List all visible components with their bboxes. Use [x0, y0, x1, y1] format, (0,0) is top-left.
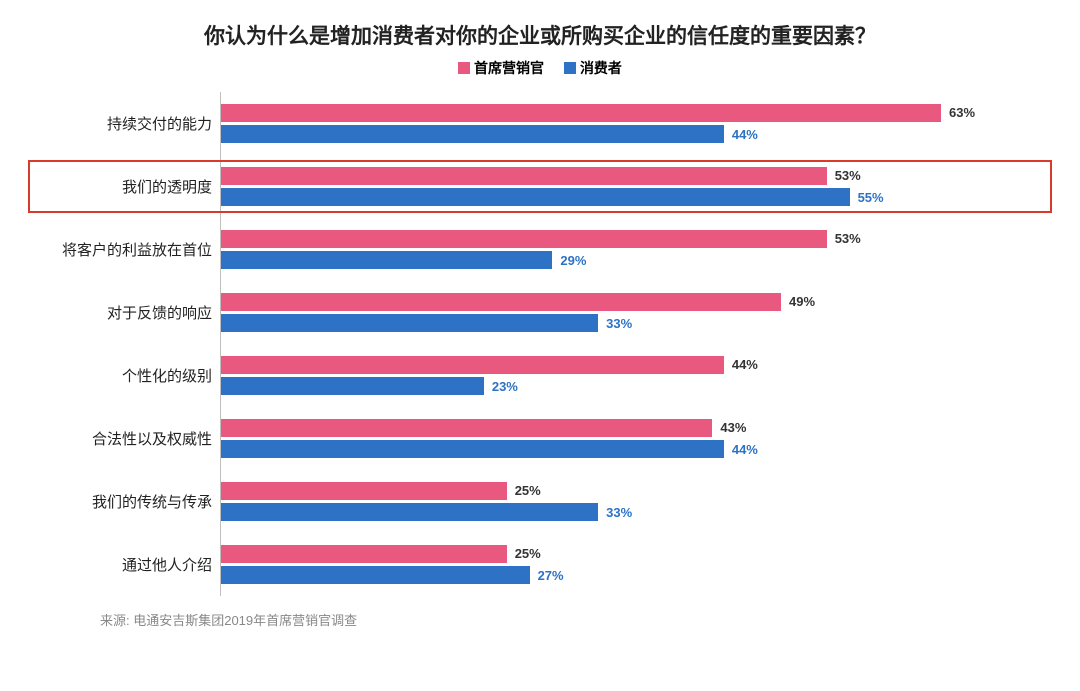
category-bars: 25%27% — [220, 533, 1020, 596]
bar-row-cmo: 43% — [221, 418, 1020, 438]
bar-row-cmo: 49% — [221, 292, 1020, 312]
bar-value-label-consumer: 27% — [538, 568, 564, 583]
category-group: 个性化的级别 44% 23% — [60, 344, 1020, 407]
category-label: 将客户的利益放在首位 — [60, 239, 220, 260]
category-group: 我们的透明度53%55% — [60, 155, 1020, 218]
category-label: 个性化的级别 — [60, 365, 220, 386]
bar-consumer — [221, 188, 850, 206]
legend-item-consumer: 消费者 — [564, 58, 622, 78]
category-label: 合法性以及权威性 — [60, 428, 220, 449]
bar-value-label-consumer: 23% — [492, 379, 518, 394]
bar-cmo — [221, 167, 827, 185]
bar-value-label-cmo: 63% — [949, 105, 975, 120]
bar-row-consumer: 55% — [221, 187, 1020, 207]
bar-row-consumer: 44% — [221, 439, 1020, 459]
legend-label-cmo: 首席营销官 — [474, 58, 544, 78]
bar-row-consumer: 44% — [221, 124, 1020, 144]
legend-item-cmo: 首席营销官 — [458, 58, 544, 78]
bar-consumer — [221, 377, 484, 395]
category-bars: 53% 29% — [220, 218, 1020, 281]
category-label: 通过他人介绍 — [60, 554, 220, 575]
bar-value-label-consumer: 29% — [560, 253, 586, 268]
category-label: 对于反馈的响应 — [60, 302, 220, 323]
category-bars: 43%44% — [220, 407, 1020, 470]
category-label: 我们的传统与传承 — [60, 491, 220, 512]
bar-consumer — [221, 314, 598, 332]
bar-value-label-cmo: 53% — [835, 168, 861, 183]
bar-row-cmo: 25% — [221, 481, 1020, 501]
category-group: 将客户的利益放在首位 53% 29% — [60, 218, 1020, 281]
bar-row-consumer: 33% — [221, 502, 1020, 522]
chart-legend: 首席营销官 消费者 — [40, 58, 1040, 78]
category-bars: 25% 33% — [220, 470, 1020, 533]
category-bars: 63% 44% — [220, 92, 1020, 155]
chart-plot-area: 持续交付的能力63%44%我们的透明度53%55%将客户的利益放在首位53%29… — [60, 92, 1020, 596]
bar-cmo — [221, 230, 827, 248]
bar-consumer — [221, 440, 724, 458]
category-group: 通过他人介绍25%27% — [60, 533, 1020, 596]
bar-consumer — [221, 566, 530, 584]
category-bars: 44% 23% — [220, 344, 1020, 407]
category-group: 持续交付的能力 63% 44% — [60, 92, 1020, 155]
bar-value-label-cmo: 44% — [732, 357, 758, 372]
bar-cmo — [221, 104, 941, 122]
chart-container: 你认为什么是增加消费者对你的企业或所购买企业的信任度的重要因素？ 首席营销官 消… — [0, 0, 1080, 691]
bar-row-consumer: 29% — [221, 250, 1020, 270]
bar-value-label-consumer: 44% — [732, 442, 758, 457]
chart-source: 来源: 电通安吉斯集团2019年首席营销官调查 — [100, 610, 1040, 629]
bar-row-cmo: 53% — [221, 229, 1020, 249]
legend-swatch-consumer — [564, 62, 576, 74]
bar-value-label-cmo: 43% — [720, 420, 746, 435]
category-label: 我们的透明度 — [60, 176, 220, 197]
chart-title: 你认为什么是增加消费者对你的企业或所购买企业的信任度的重要因素？ — [40, 20, 1040, 50]
category-label: 持续交付的能力 — [60, 113, 220, 134]
bar-value-label-consumer: 55% — [858, 190, 884, 205]
bar-consumer — [221, 125, 724, 143]
bar-row-cmo: 63% — [221, 103, 1020, 123]
bar-row-consumer: 27% — [221, 565, 1020, 585]
category-group: 我们的传统与传承 25% 33% — [60, 470, 1020, 533]
bar-row-cmo: 25% — [221, 544, 1020, 564]
bar-value-label-cmo: 53% — [835, 231, 861, 246]
bar-value-label-cmo: 49% — [789, 294, 815, 309]
bar-cmo — [221, 482, 507, 500]
category-bars: 49% 33% — [220, 281, 1020, 344]
bar-cmo — [221, 419, 712, 437]
bar-consumer — [221, 503, 598, 521]
legend-swatch-cmo — [458, 62, 470, 74]
category-group: 对于反馈的响应 49% 33% — [60, 281, 1020, 344]
bar-cmo — [221, 545, 507, 563]
bar-cmo — [221, 293, 781, 311]
legend-label-consumer: 消费者 — [580, 58, 622, 78]
bar-consumer — [221, 251, 552, 269]
bar-row-cmo: 44% — [221, 355, 1020, 375]
bar-row-consumer: 23% — [221, 376, 1020, 396]
bar-value-label-consumer: 33% — [606, 505, 632, 520]
bar-cmo — [221, 356, 724, 374]
category-bars: 53%55% — [220, 155, 1020, 218]
bar-row-consumer: 33% — [221, 313, 1020, 333]
category-group: 合法性以及权威性43%44% — [60, 407, 1020, 470]
bar-row-cmo: 53% — [221, 166, 1020, 186]
bar-value-label-consumer: 44% — [732, 127, 758, 142]
bar-value-label-cmo: 25% — [515, 483, 541, 498]
bar-value-label-cmo: 25% — [515, 546, 541, 561]
bar-value-label-consumer: 33% — [606, 316, 632, 331]
